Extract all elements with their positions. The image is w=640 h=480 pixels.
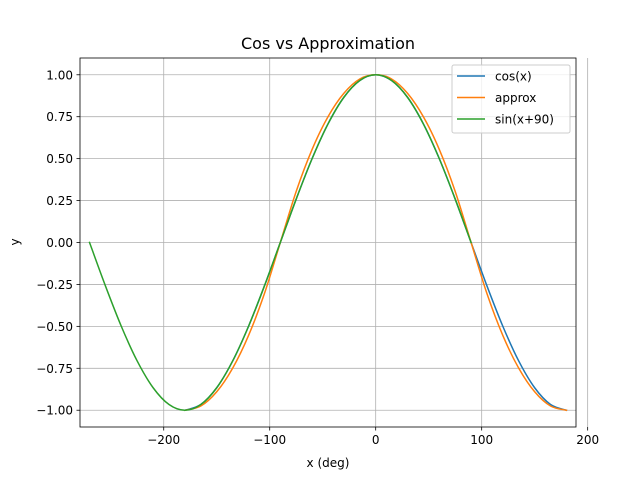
y-axis-label: y bbox=[8, 238, 22, 245]
x-tick-label: 100 bbox=[470, 433, 493, 447]
y-tick-label: −0.25 bbox=[36, 278, 73, 292]
y-tick-label: 1.00 bbox=[46, 68, 73, 82]
legend-label-1: approx bbox=[495, 91, 536, 105]
legend-label-2: sin(x+90) bbox=[495, 113, 554, 127]
grid bbox=[80, 58, 589, 427]
x-tick-label: −100 bbox=[253, 433, 286, 447]
x-tick-label: −200 bbox=[147, 433, 180, 447]
x-axis-ticks: −200 −100 0 100 200 bbox=[147, 427, 599, 447]
x-tick-label: 0 bbox=[372, 433, 380, 447]
series-lines bbox=[88, 74, 568, 412]
y-tick-label: 0.25 bbox=[46, 194, 73, 208]
legend-items: cos(x) approx sin(x+90) bbox=[457, 70, 554, 127]
y-tick-label: −1.00 bbox=[36, 404, 73, 418]
y-tick-label: 0.00 bbox=[46, 236, 73, 250]
series-line-2 bbox=[88, 74, 473, 411]
x-axis-label: x (deg) bbox=[307, 456, 350, 470]
y-axis-ticks: −1.00 −0.75 −0.50 −0.25 0.00 0.25 0.50 0.75 1.00 bbox=[36, 68, 80, 418]
y-tick-label: 0.75 bbox=[46, 110, 73, 124]
y-tick-label: 0.50 bbox=[46, 152, 73, 166]
y-tick-label: −0.50 bbox=[36, 320, 73, 334]
chart-title: Cos vs Approximation bbox=[241, 34, 415, 53]
legend-box bbox=[451, 64, 571, 134]
legend-label-0: cos(x) bbox=[495, 70, 532, 84]
legend: cos(x) approx sin(x+90) bbox=[451, 64, 571, 134]
x-tick-label: 200 bbox=[576, 433, 599, 447]
y-tick-label: −0.75 bbox=[36, 362, 73, 376]
